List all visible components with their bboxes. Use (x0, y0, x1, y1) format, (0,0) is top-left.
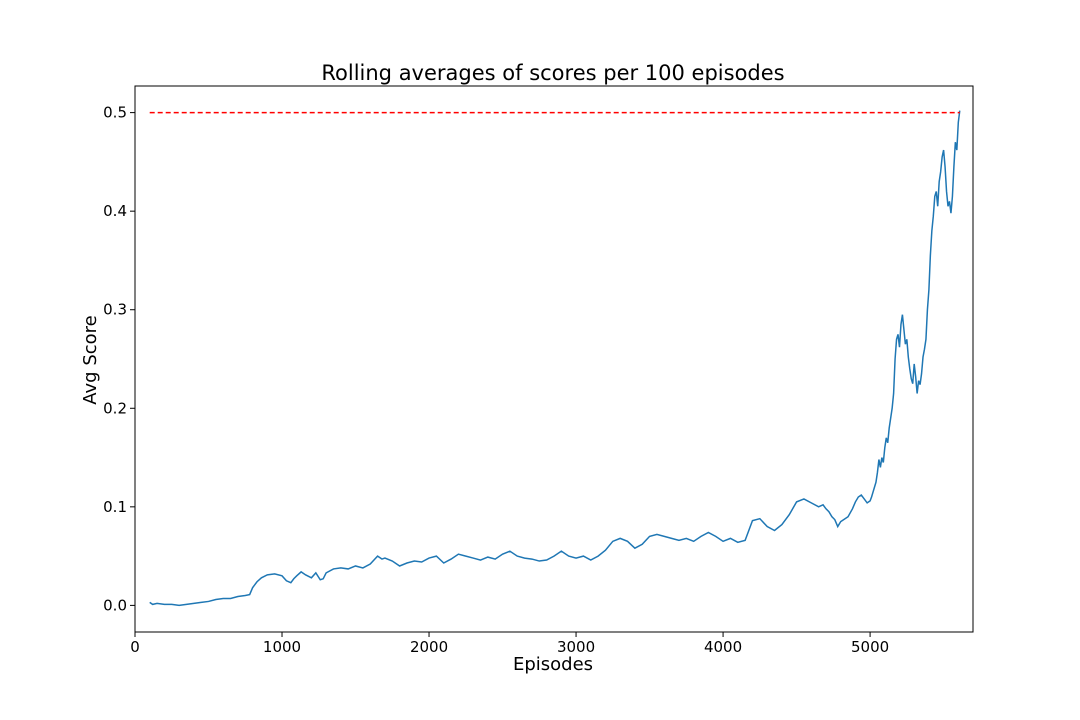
y-tick-label: 0.1 (103, 498, 127, 516)
y-tick-label: 0.3 (103, 301, 127, 319)
x-tick-label: 5000 (851, 638, 889, 656)
chart-title: Rolling averages of scores per 100 episo… (321, 61, 784, 85)
plot-frame (134, 85, 974, 633)
x-axis-label: Episodes (513, 654, 593, 675)
x-tick-label: 1000 (263, 638, 301, 656)
y-tick-label: 0.5 (103, 104, 127, 122)
x-tick-label: 3000 (557, 638, 595, 656)
x-tick-label: 0 (130, 638, 140, 656)
series-line-0 (149, 110, 961, 607)
y-tick-label: 0.0 (103, 596, 127, 614)
x-tick-label: 4000 (704, 638, 742, 656)
y-tick-label: 0.4 (103, 202, 127, 220)
x-tick-label: 2000 (410, 638, 448, 656)
y-axis-label: Avg Score (80, 315, 101, 404)
axes: 0 1000 2000 3000 4000 5000 0.0 0.1 0.2 0.3 0.4 0.5 (103, 85, 974, 656)
y-tick-label: 0.2 (103, 399, 127, 417)
plot-area (149, 110, 961, 607)
